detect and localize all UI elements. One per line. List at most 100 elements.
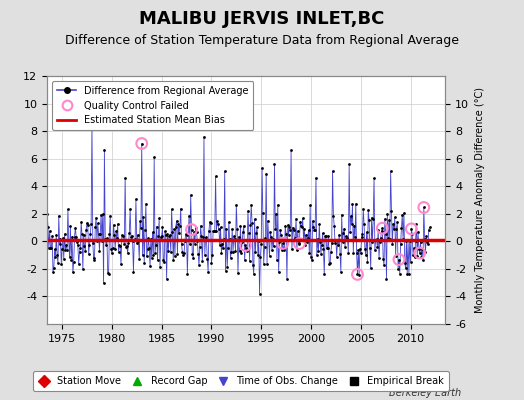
Point: [337, 212, 346, 218]
Point: [377, 235, 385, 241]
Point: [246, 222, 255, 228]
Point: [352, 200, 360, 207]
Point: [335, 232, 343, 238]
Point: [209, 228, 217, 235]
Point: [302, 231, 310, 238]
Point: [180, 250, 188, 257]
Point: [247, 202, 256, 208]
Point: [423, 239, 431, 245]
Point: [399, 236, 407, 242]
Point: [168, 206, 176, 212]
Point: [398, 212, 407, 218]
Point: [381, 231, 390, 238]
Point: [178, 249, 187, 256]
Point: [158, 232, 166, 239]
Point: [76, 244, 84, 251]
Point: [146, 262, 154, 269]
Point: [194, 251, 202, 257]
Point: [269, 243, 278, 250]
Point: [253, 224, 261, 230]
Point: [124, 250, 132, 256]
Point: [271, 226, 279, 232]
Point: [316, 239, 324, 246]
Point: [354, 247, 363, 253]
Point: [413, 253, 421, 260]
Point: [298, 223, 306, 230]
Point: [353, 250, 361, 256]
Point: [400, 260, 409, 266]
Point: [67, 257, 75, 263]
Point: [73, 239, 81, 245]
Point: [218, 241, 226, 247]
Point: [419, 256, 427, 263]
Point: [56, 240, 64, 247]
Point: [92, 214, 100, 221]
Point: [93, 238, 101, 244]
Point: [171, 253, 179, 259]
Point: [293, 228, 302, 234]
Point: [403, 271, 411, 278]
Point: [366, 265, 375, 272]
Point: [154, 257, 162, 264]
Point: [38, 228, 47, 235]
Point: [128, 232, 136, 239]
Point: [170, 226, 178, 232]
Point: [125, 230, 134, 236]
Point: [332, 237, 340, 244]
Point: [68, 233, 77, 240]
Point: [145, 245, 154, 252]
Point: [151, 250, 159, 256]
Point: [155, 215, 163, 222]
Point: [328, 240, 336, 247]
Point: [418, 246, 427, 252]
Point: [357, 249, 365, 256]
Point: [54, 260, 62, 266]
Point: [333, 237, 342, 244]
Point: [198, 257, 206, 264]
Point: [244, 208, 252, 214]
Point: [264, 218, 272, 224]
Point: [245, 258, 254, 264]
Point: [230, 233, 238, 240]
Point: [47, 244, 56, 251]
Point: [136, 218, 144, 224]
Point: [219, 245, 227, 251]
Point: [78, 231, 86, 238]
Point: [193, 238, 202, 244]
Point: [103, 235, 111, 242]
Point: [424, 227, 433, 233]
Point: [223, 264, 232, 270]
Point: [173, 250, 182, 257]
Point: [196, 222, 205, 229]
Point: [222, 226, 231, 232]
Point: [54, 212, 63, 219]
Point: [110, 231, 118, 238]
Point: [377, 228, 386, 235]
Point: [185, 241, 194, 248]
Point: [279, 240, 287, 246]
Point: [100, 280, 108, 286]
Point: [243, 248, 252, 254]
Point: [350, 222, 358, 229]
Point: [361, 246, 369, 253]
Point: [360, 221, 368, 228]
Point: [84, 221, 92, 228]
Point: [115, 242, 124, 248]
Point: [324, 233, 333, 239]
Point: [235, 248, 244, 254]
Point: [417, 254, 425, 260]
Point: [116, 243, 124, 250]
Point: [410, 254, 419, 261]
Point: [249, 262, 257, 268]
Point: [309, 218, 317, 224]
Point: [45, 244, 53, 251]
Point: [392, 226, 401, 232]
Point: [225, 219, 233, 225]
Point: [201, 251, 209, 258]
Point: [285, 223, 293, 230]
Point: [98, 237, 106, 244]
Point: [286, 226, 294, 233]
Point: [56, 236, 64, 242]
Text: Berkeley Earth: Berkeley Earth: [389, 388, 461, 398]
Point: [347, 221, 356, 227]
